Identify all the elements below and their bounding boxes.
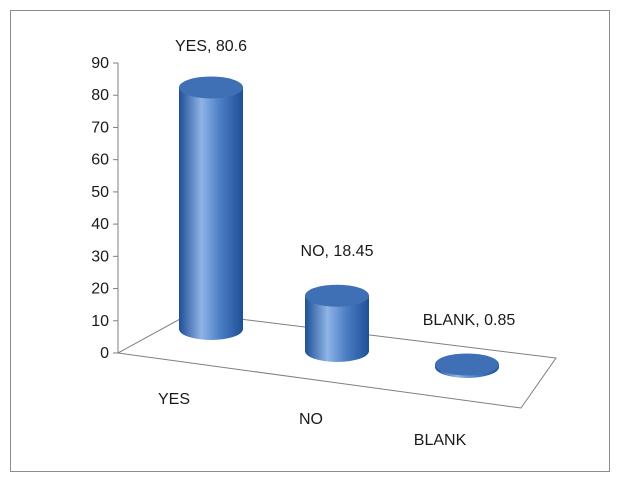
category-label-blank: BLANK bbox=[414, 432, 467, 449]
y-tick-label: 10 bbox=[91, 313, 109, 330]
y-tick-label: 40 bbox=[91, 216, 109, 233]
bar-body-no bbox=[305, 295, 369, 362]
y-tick-label: 90 bbox=[91, 55, 109, 72]
floor-plane bbox=[116, 312, 557, 409]
y-tick-label: 30 bbox=[91, 248, 109, 265]
bar-body-yes bbox=[179, 87, 243, 341]
bar-top-yes bbox=[179, 76, 243, 99]
chart-frame: 0 10 20 30 40 50 60 70 80 90 YES, 80.6 NO, 18.45 … bbox=[10, 10, 610, 472]
bar-yes bbox=[179, 76, 243, 341]
y-tick-label: 20 bbox=[91, 281, 109, 298]
y-tick-label: 0 bbox=[100, 345, 109, 362]
y-axis-ticks: 0 10 20 30 40 50 60 70 80 90 bbox=[91, 55, 118, 362]
y-tick-label: 60 bbox=[91, 152, 109, 169]
data-label-yes: YES, 80.6 bbox=[175, 38, 247, 55]
y-tick-label: 70 bbox=[91, 119, 109, 136]
bar-top-no bbox=[305, 284, 369, 307]
data-label-no: NO, 18.45 bbox=[301, 243, 374, 260]
y-tick-label: 50 bbox=[91, 184, 109, 201]
bars-group bbox=[179, 76, 499, 378]
bar-no bbox=[305, 284, 369, 362]
y-tick-label: 80 bbox=[91, 87, 109, 104]
category-label-no: NO bbox=[299, 411, 323, 428]
bar-top-blank bbox=[435, 353, 499, 376]
category-label-yes: YES bbox=[158, 391, 190, 408]
bar-blank bbox=[435, 353, 499, 378]
data-label-blank: BLANK, 0.85 bbox=[423, 312, 516, 329]
